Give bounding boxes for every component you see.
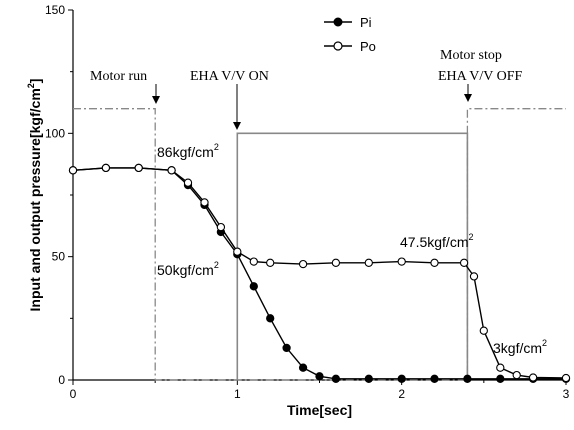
arrow-motor-run-head bbox=[152, 96, 160, 104]
series-po-point bbox=[134, 163, 143, 173]
series-pi-point bbox=[496, 374, 505, 383]
x-tick-label: 2 bbox=[398, 387, 405, 401]
series-po-point bbox=[479, 326, 488, 335]
series-po-line bbox=[72, 167, 567, 379]
series-pi-point bbox=[430, 374, 439, 383]
legend-po-label: Po bbox=[360, 39, 376, 54]
series-po-point bbox=[101, 163, 111, 173]
series-pi-point bbox=[331, 374, 341, 383]
y-axis-title-sup: 2 bbox=[26, 83, 36, 88]
series-po-point bbox=[266, 258, 275, 267]
y-axis-title-unit: [kgf/cm bbox=[27, 88, 43, 138]
annotation-eha-on: EHA V/V ON bbox=[190, 69, 269, 84]
annotation-3: 3kgf/cm2 bbox=[493, 338, 547, 356]
x-tick-label: 1 bbox=[234, 387, 241, 401]
x-tick-label: 3 bbox=[563, 387, 570, 401]
y-tick-label: 100 bbox=[45, 126, 65, 140]
y-ticks: 0 50 100 150 bbox=[45, 3, 73, 387]
series-po-point bbox=[298, 259, 308, 269]
y-tick-label: 0 bbox=[58, 373, 65, 387]
series-po-point bbox=[167, 166, 176, 175]
axes bbox=[72, 10, 566, 381]
y-tick-label: 150 bbox=[45, 3, 65, 17]
series-pi-point bbox=[249, 282, 258, 291]
annotations: Motor run EHA V/V ON Motor stop EHA V/V … bbox=[90, 48, 547, 356]
series-po-point bbox=[233, 247, 242, 256]
legend-pi-label: Pi bbox=[360, 15, 372, 30]
legend-pi-marker bbox=[333, 17, 343, 27]
series-po-point bbox=[200, 198, 209, 207]
series-pi-point bbox=[282, 343, 291, 353]
annotation-motor-run: Motor run bbox=[90, 69, 147, 84]
series-po-point bbox=[430, 258, 439, 267]
series-po-point bbox=[561, 373, 571, 383]
series-layer bbox=[68, 163, 571, 383]
series-po-point bbox=[331, 258, 341, 267]
series-po-point bbox=[216, 222, 226, 232]
series-po-point bbox=[183, 178, 193, 187]
series-po-point bbox=[528, 373, 538, 382]
motor-signal-line bbox=[73, 108, 566, 381]
series-pi-point bbox=[315, 372, 324, 381]
annotation-motor-stop: Motor stop bbox=[440, 48, 502, 63]
series-po-point bbox=[397, 257, 406, 266]
series-po-point bbox=[249, 257, 258, 266]
series-pi-point bbox=[463, 374, 472, 383]
series-po-point bbox=[364, 258, 373, 267]
y-axis-title-main: Input and output pressure bbox=[27, 138, 43, 312]
y-axis-title-close: ] bbox=[27, 79, 43, 84]
arrow-eha-on-head bbox=[233, 122, 241, 130]
x-tick-label: 0 bbox=[70, 387, 77, 401]
valve-pulse-line bbox=[236, 132, 469, 380]
series-pi-point bbox=[397, 374, 406, 383]
series-po-point bbox=[512, 370, 521, 380]
series-pi-point bbox=[298, 363, 308, 372]
annotation-86: 86kgf/cm2 bbox=[157, 142, 219, 160]
series-po-point bbox=[68, 166, 78, 175]
annotation-47-5: 47.5kgf/cm2 bbox=[400, 232, 474, 250]
series-po-point bbox=[469, 272, 479, 281]
series-pi-point bbox=[266, 314, 275, 323]
legend: Pi Po bbox=[324, 15, 376, 54]
arrow-eha-off-head bbox=[464, 94, 472, 102]
series-po-point bbox=[496, 363, 505, 372]
y-tick-label: 50 bbox=[52, 250, 66, 264]
x-axis-title: Time[sec] bbox=[287, 402, 352, 418]
series-po-point bbox=[459, 258, 469, 267]
series-pi-point bbox=[364, 374, 373, 383]
x-ticks: 0 1 2 3 bbox=[70, 380, 570, 401]
legend-po-marker bbox=[333, 41, 343, 51]
annotation-50: 50kgf/cm2 bbox=[157, 260, 219, 278]
y-axis-title: Input and output pressure[kgf/cm2] bbox=[26, 79, 43, 312]
annotation-eha-off: EHA V/V OFF bbox=[438, 69, 523, 84]
